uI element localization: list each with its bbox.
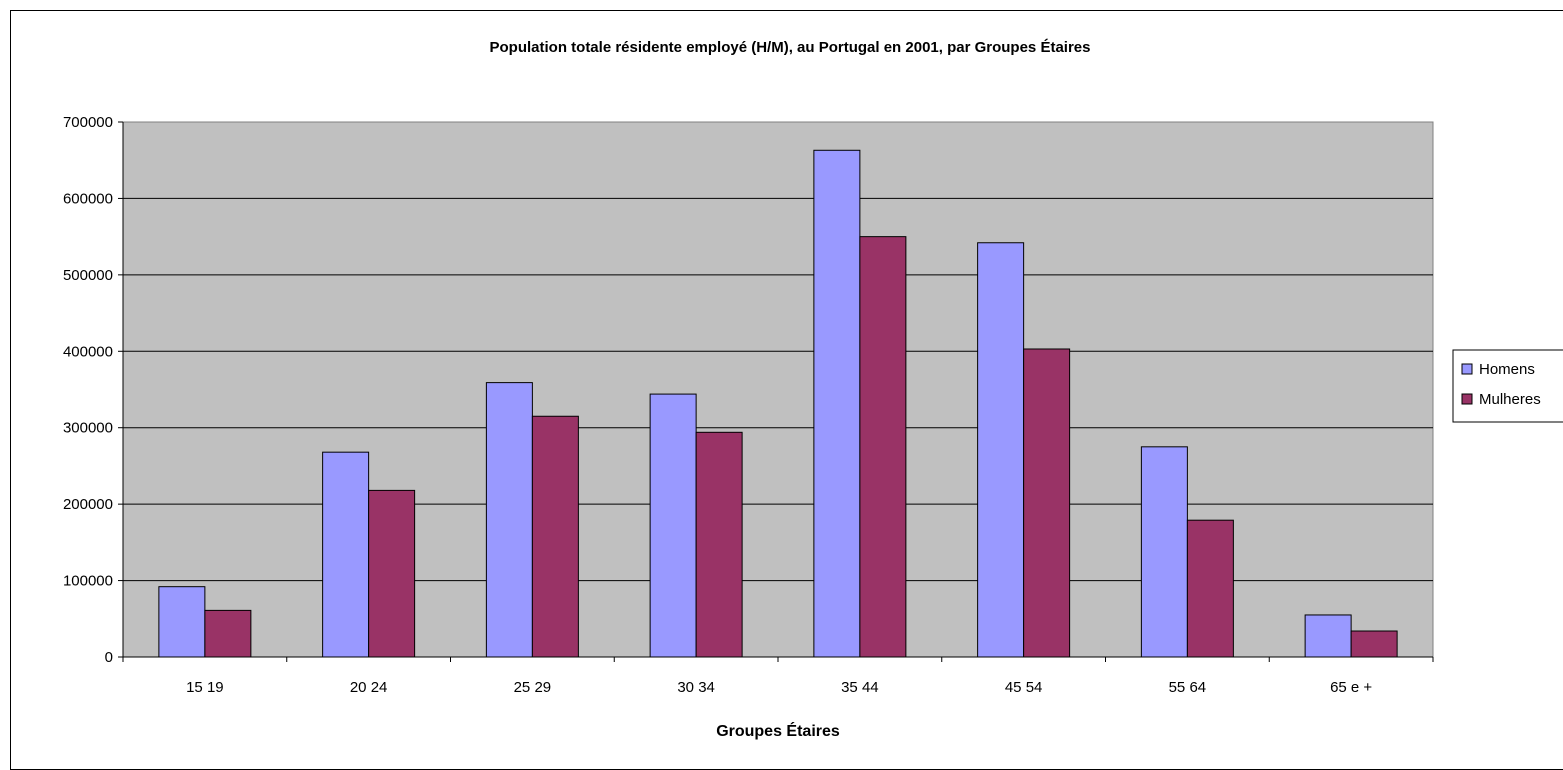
axes	[118, 121, 1434, 662]
x-tick-label: 65 e +	[1330, 679, 1372, 696]
bar-homens-55-64	[1140, 446, 1188, 658]
bar-mulheres-55-64	[1186, 519, 1234, 658]
legend: Homens Mulheres	[1452, 349, 1563, 423]
x-tick-labels: 15 19 20 24 25 29 30 34 35 44 45 54 55 64 65 e …	[186, 679, 1372, 696]
plot-area	[122, 121, 1434, 658]
x-axis-title: Groupes Étaires	[716, 721, 840, 740]
x-tick-label: 35 44	[841, 679, 879, 696]
y-tick-label: 500000	[63, 267, 113, 284]
bar-homens-15-19	[158, 586, 206, 658]
bar-mulheres-30-34	[695, 431, 743, 658]
bar-mulheres-35-44	[859, 236, 907, 658]
bar-homens-25-29	[485, 382, 533, 658]
x-tick-label: 15 19	[186, 679, 224, 696]
x-tick-label: 30 34	[677, 679, 715, 696]
y-tick-label: 100000	[63, 573, 113, 590]
legend-swatch-mulheres	[1461, 393, 1473, 405]
x-tick-label: 55 64	[1169, 679, 1207, 696]
bar-mulheres-65-e	[1350, 630, 1398, 658]
bar-homens-35-44	[813, 149, 861, 658]
y-tick-label: 200000	[63, 496, 113, 513]
y-tick-label: 300000	[63, 420, 113, 437]
x-tick-label: 45 54	[1005, 679, 1043, 696]
bar-mulheres-20-24	[368, 489, 416, 658]
legend-label-mulheres: Mulheres	[1479, 391, 1541, 408]
x-tick-label: 25 29	[514, 679, 552, 696]
legend-box	[1452, 349, 1563, 423]
bar-mulheres-15-19	[204, 609, 252, 658]
x-tick-label: 20 24	[350, 679, 388, 696]
bar-mulheres-25-29	[531, 415, 579, 658]
bar-homens-45-54	[977, 242, 1025, 658]
bar-mulheres-45-54	[1023, 348, 1071, 658]
bar-homens-65-e	[1304, 614, 1352, 658]
y-tick-label: 0	[105, 649, 113, 666]
y-tick-label: 400000	[63, 343, 113, 360]
y-tick-label: 700000	[63, 114, 113, 131]
legend-label-homens: Homens	[1479, 361, 1535, 378]
y-tick-label: 600000	[63, 190, 113, 207]
chart-title: Population totale résidente employé (H/M…	[490, 39, 1091, 56]
y-tick-labels: 0 100000 200000 300000 400000 500000 600000 700…	[63, 114, 113, 666]
bar-homens-20-24	[322, 451, 370, 658]
bar-homens-30-34	[649, 393, 697, 658]
legend-swatch-homens	[1461, 363, 1473, 375]
